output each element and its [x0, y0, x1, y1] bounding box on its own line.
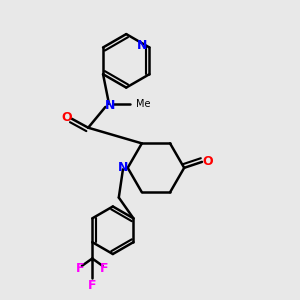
Text: Me: Me: [136, 99, 150, 109]
Text: F: F: [88, 279, 97, 292]
Text: N: N: [118, 161, 128, 174]
Text: F: F: [100, 262, 108, 275]
Text: N: N: [105, 99, 115, 112]
Text: F: F: [76, 262, 85, 275]
Text: O: O: [202, 155, 213, 168]
Text: O: O: [61, 111, 72, 124]
Text: N: N: [137, 40, 147, 52]
